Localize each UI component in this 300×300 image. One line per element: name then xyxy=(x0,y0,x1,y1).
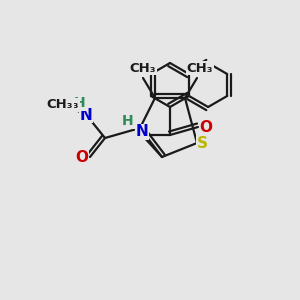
Text: CH₃: CH₃ xyxy=(130,61,156,74)
Text: O: O xyxy=(200,119,212,134)
Text: N: N xyxy=(80,107,92,122)
Text: H: H xyxy=(74,96,86,110)
Text: S: S xyxy=(196,136,208,151)
Text: H: H xyxy=(122,114,134,128)
Text: O: O xyxy=(76,149,88,164)
Text: CH₃: CH₃ xyxy=(187,61,213,74)
Text: CH₃: CH₃ xyxy=(47,98,73,112)
Text: CH₃: CH₃ xyxy=(53,98,79,112)
Text: N: N xyxy=(136,124,148,140)
